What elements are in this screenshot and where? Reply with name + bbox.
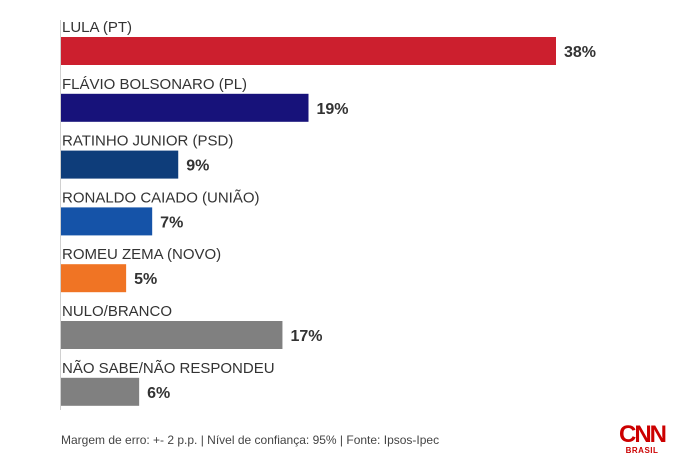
category-label: RATINHO JUNIOR (PSD)	[62, 133, 233, 150]
value-label: 17%	[290, 328, 322, 345]
bar	[61, 150, 179, 179]
logo-subtitle: BRASIL	[625, 446, 659, 455]
value-label: 9%	[186, 158, 209, 175]
axis-line	[60, 20, 61, 410]
value-label: 5%	[134, 271, 157, 288]
bar	[61, 377, 140, 406]
value-label: 19%	[317, 101, 349, 118]
category-label: LULA (PT)	[62, 19, 132, 36]
value-label: 38%	[564, 44, 596, 61]
category-label: NÃO SABE/NÃO RESPONDEU	[62, 360, 275, 377]
cnn-brasil-logo: CNN BRASIL	[612, 421, 672, 456]
category-label: ROMEU ZEMA (NOVO)	[62, 246, 221, 263]
logo-brand: CNN	[619, 421, 667, 448]
bar	[61, 37, 556, 65]
category-label: FLÁVIO BOLSONARO (PL)	[62, 76, 247, 93]
bar	[61, 93, 309, 122]
source-note: Margem de erro: +- 2 p.p. | Nível de con…	[61, 433, 440, 447]
category-label: RONALDO CAIADO (UNIÃO)	[62, 189, 260, 206]
value-label: 6%	[147, 385, 170, 402]
bar	[61, 207, 153, 236]
value-label: 7%	[160, 214, 183, 231]
bar	[61, 321, 283, 349]
bar	[61, 264, 127, 293]
category-label: NULO/BRANCO	[62, 303, 172, 320]
